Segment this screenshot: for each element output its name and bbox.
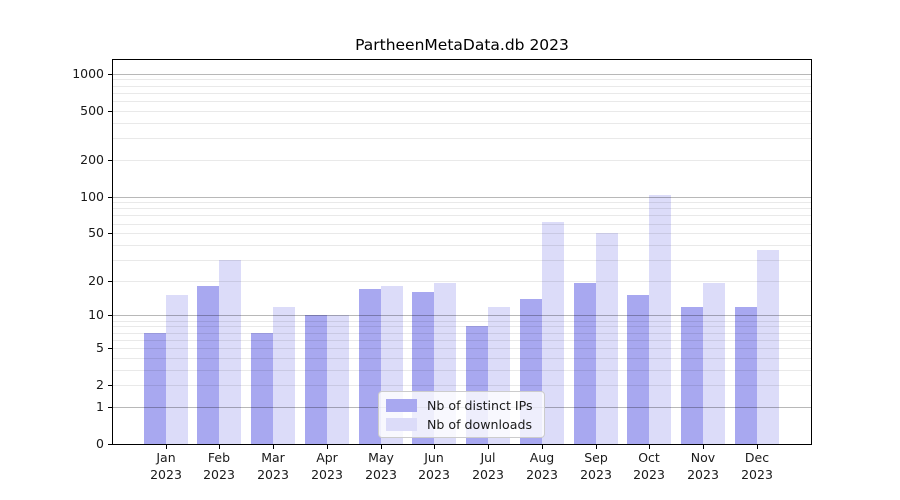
x-tick-label-dec: Dec 2023 bbox=[725, 449, 789, 483]
bar-nb-of-downloads-feb bbox=[219, 259, 242, 444]
x-tick-month: Apr bbox=[316, 450, 338, 465]
x-tick-label-feb: Feb 2023 bbox=[187, 449, 251, 483]
x-tick-year: 2023 bbox=[741, 467, 773, 482]
x-tick-label-jan: Jan 2023 bbox=[134, 449, 198, 483]
y-tick-label-2: 2 bbox=[96, 377, 104, 392]
y-tick-label-500: 500 bbox=[80, 103, 104, 118]
legend-item-nb-of-downloads: Nb of downloads bbox=[386, 417, 536, 432]
y-tick-label-0: 0 bbox=[96, 436, 104, 451]
x-tick-mark-jun bbox=[434, 445, 435, 449]
x-tick-year: 2023 bbox=[150, 467, 182, 482]
x-tick-month: May bbox=[368, 450, 394, 465]
legend-label-nb-of-distinct-ips: Nb of distinct IPs bbox=[427, 397, 533, 413]
bar-nb-of-distinct-ips-dec bbox=[734, 306, 757, 444]
bar-nb-of-downloads-jan bbox=[165, 295, 188, 444]
bar-nb-of-distinct-ips-oct bbox=[627, 295, 650, 444]
x-tick-mark-nov bbox=[703, 445, 704, 449]
bar-nb-of-downloads-oct bbox=[649, 195, 672, 444]
bar-nb-of-downloads-sep bbox=[595, 233, 618, 444]
x-tick-mark-feb bbox=[219, 445, 220, 449]
y-tick-label-1: 1 bbox=[96, 399, 104, 414]
y-tick-mark-0 bbox=[108, 444, 112, 445]
y-tick-mark-1000 bbox=[108, 74, 112, 75]
x-tick-year: 2023 bbox=[580, 467, 612, 482]
y-tick-label-5: 5 bbox=[96, 340, 104, 355]
y-tick-mark-200 bbox=[108, 160, 112, 161]
x-tick-label-mar: Mar 2023 bbox=[241, 449, 305, 483]
x-tick-month: Jul bbox=[480, 450, 496, 465]
x-tick-month: Aug bbox=[529, 450, 555, 465]
legend-item-nb-of-distinct-ips: Nb of distinct IPs bbox=[386, 398, 536, 413]
bar-nb-of-distinct-ips-apr bbox=[304, 315, 327, 444]
x-tick-mark-apr bbox=[327, 445, 328, 449]
x-tick-year: 2023 bbox=[203, 467, 235, 482]
bar-nb-of-distinct-ips-mar bbox=[251, 332, 273, 444]
x-tick-label-jul: Jul 2023 bbox=[456, 449, 520, 483]
y-tick-label-20: 20 bbox=[88, 273, 104, 288]
x-tick-month: Sep bbox=[584, 450, 608, 465]
bar-nb-of-downloads-apr bbox=[326, 315, 349, 444]
bar-nb-of-distinct-ips-feb bbox=[197, 286, 220, 444]
y-tick-label-10: 10 bbox=[88, 307, 104, 322]
bar-nb-of-downloads-aug bbox=[541, 221, 564, 444]
x-tick-year: 2023 bbox=[472, 467, 504, 482]
x-tick-label-may: May 2023 bbox=[349, 449, 413, 483]
y-tick-label-200: 200 bbox=[80, 152, 104, 167]
y-tick-mark-2 bbox=[108, 385, 112, 386]
legend-label-nb-of-downloads: Nb of downloads bbox=[427, 416, 533, 432]
y-tick-mark-50 bbox=[108, 233, 112, 234]
y-tick-mark-1 bbox=[108, 407, 112, 408]
x-tick-month: Mar bbox=[261, 450, 285, 465]
x-tick-year: 2023 bbox=[257, 467, 289, 482]
y-tick-label-100: 100 bbox=[80, 189, 104, 204]
x-tick-month: Jun bbox=[424, 450, 444, 465]
x-tick-year: 2023 bbox=[687, 467, 719, 482]
x-tick-label-nov: Nov 2023 bbox=[671, 449, 735, 483]
legend: Nb of distinct IPs Nb of downloads bbox=[378, 391, 545, 438]
plot-area bbox=[112, 59, 812, 445]
bar-nb-of-distinct-ips-nov bbox=[681, 306, 703, 444]
x-tick-label-jun: Jun 2023 bbox=[402, 449, 466, 483]
x-tick-month: Feb bbox=[207, 450, 231, 465]
legend-swatch-nb-of-downloads bbox=[386, 417, 417, 431]
bar-nb-of-distinct-ips-may bbox=[358, 289, 381, 444]
bars-layer bbox=[113, 60, 811, 444]
x-tick-year: 2023 bbox=[526, 467, 558, 482]
x-tick-year: 2023 bbox=[365, 467, 397, 482]
chart-title: PartheenMetaData.db 2023 bbox=[355, 36, 569, 54]
y-tick-mark-20 bbox=[108, 281, 112, 282]
x-tick-label-aug: Aug 2023 bbox=[510, 449, 574, 483]
x-tick-label-sep: Sep 2023 bbox=[564, 449, 628, 483]
y-tick-mark-100 bbox=[108, 197, 112, 198]
bar-nb-of-downloads-mar bbox=[273, 306, 295, 444]
x-tick-label-oct: Oct 2023 bbox=[617, 449, 681, 483]
x-tick-mark-oct bbox=[649, 445, 650, 449]
x-tick-year: 2023 bbox=[418, 467, 450, 482]
bar-nb-of-distinct-ips-sep bbox=[573, 283, 596, 444]
x-tick-month: Nov bbox=[690, 450, 716, 465]
x-tick-year: 2023 bbox=[311, 467, 343, 482]
y-tick-mark-5 bbox=[108, 348, 112, 349]
x-tick-mark-sep bbox=[596, 445, 597, 449]
bar-nb-of-downloads-nov bbox=[703, 283, 725, 444]
x-tick-mark-may bbox=[381, 445, 382, 449]
y-tick-label-1000: 1000 bbox=[72, 66, 104, 81]
legend-swatch-nb-of-distinct-ips bbox=[386, 398, 417, 412]
x-tick-mark-aug bbox=[542, 445, 543, 449]
y-tick-mark-10 bbox=[108, 315, 112, 316]
x-tick-mark-mar bbox=[273, 445, 274, 449]
x-tick-month: Dec bbox=[744, 450, 770, 465]
y-tick-label-50: 50 bbox=[88, 225, 104, 240]
x-tick-mark-jan bbox=[166, 445, 167, 449]
x-tick-mark-jul bbox=[488, 445, 489, 449]
x-tick-year: 2023 bbox=[633, 467, 665, 482]
x-tick-month: Jan bbox=[156, 450, 176, 465]
bar-nb-of-distinct-ips-jan bbox=[143, 332, 166, 444]
x-tick-month: Oct bbox=[638, 450, 660, 465]
x-tick-mark-dec bbox=[757, 445, 758, 449]
y-tick-mark-500 bbox=[108, 111, 112, 112]
x-tick-label-apr: Apr 2023 bbox=[295, 449, 359, 483]
bar-nb-of-downloads-dec bbox=[756, 250, 779, 444]
